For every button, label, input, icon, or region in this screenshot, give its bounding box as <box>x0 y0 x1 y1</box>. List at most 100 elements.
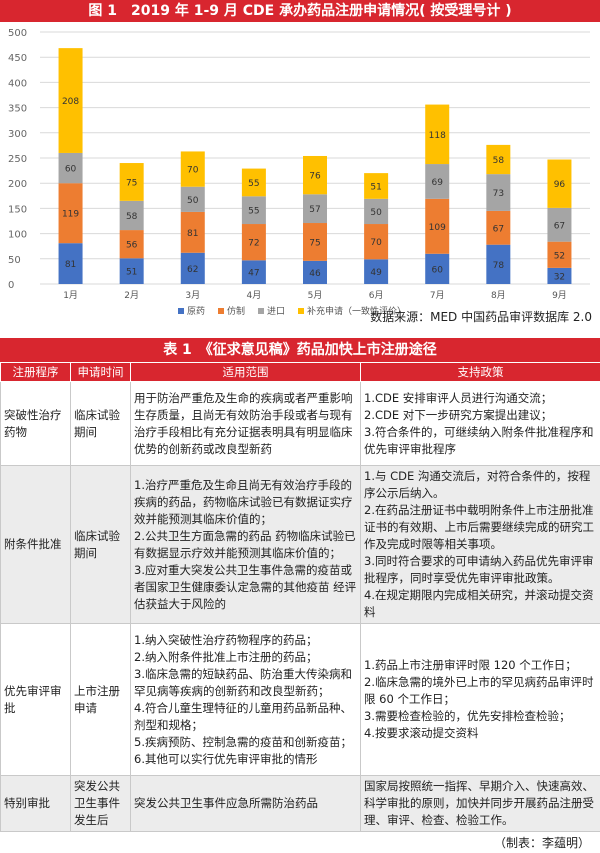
scope-line: 3.应对重大突发公共卫生事件急需的疫苗或者国家卫生健康委认定急需的其他疫苗 经评… <box>134 562 357 611</box>
data-label: 56 <box>126 241 138 251</box>
bar-segment <box>119 200 144 231</box>
x-tick-label: 5月 <box>308 290 323 301</box>
table-row: 特别审批 突发公共卫生事件发生后 突发公共卫生事件应急所需防治药品 国家局按照统一指挥… <box>0 775 600 832</box>
data-label: 73 <box>493 189 504 199</box>
data-label: 67 <box>493 224 504 234</box>
x-tick-label: 3月 <box>185 290 200 301</box>
policy-line: 4.按要求滚动提交资料 <box>364 726 479 740</box>
table-title: 表 1 《征求意见稿》药品加快上市注册途径 <box>0 338 600 362</box>
legend-swatch <box>258 308 264 314</box>
stacked-bar-chart: 0 50 100 150 200 250 300 350 400 450 500 81 119 60 208… <box>0 22 600 338</box>
policy-line: 1.药品上市注册审评时限 120 个工作日； <box>364 658 577 672</box>
x-tick-label: 8月 <box>491 290 506 301</box>
data-label: 50 <box>187 196 199 206</box>
bar-segment <box>58 152 83 184</box>
source-note: 数据来源：MED 中国药品审评数据库 2.0 <box>370 310 592 324</box>
cell-time: 临床试验期间 <box>70 465 131 624</box>
bar-segment <box>486 244 511 284</box>
figure-title: 图 1 2019 年 1-9 月 CDE 承办药品注册申请情况( 按受理号计 ) <box>0 0 600 22</box>
y-tick-label: 500 <box>8 28 27 39</box>
data-label: 81 <box>65 260 76 270</box>
table-row: 突破性治疗药物 临床试验期间 用于防治严重危及生命的疾病或者严重影响生存质量，且尚无… <box>0 381 600 466</box>
policy-line: 3.需要检查检验的，优先安排检查检验； <box>364 709 571 723</box>
legend-swatch <box>178 308 184 314</box>
x-tick-label: 1月 <box>63 290 78 301</box>
policy-line: 2.CDE 对下一步研究方案提出建议； <box>364 407 553 422</box>
bar-segment <box>364 259 389 284</box>
bar-segment <box>425 164 450 199</box>
bar-segment <box>547 267 572 284</box>
table-row: 优先审评审批 上市注册申请 1.纳入突破性治疗药物程序的药品； 2.纳入附条件批准上市… <box>0 623 600 776</box>
cell-program: 突破性治疗药物 <box>0 381 71 466</box>
y-tick-label: 250 <box>8 154 27 165</box>
table-row: 附条件批准 临床试验期间 1.治疗严重危及生命且尚无有效治疗手段的疾病的药品，药物临… <box>0 465 600 624</box>
legend-swatch <box>218 308 224 314</box>
bar-segment <box>303 194 327 224</box>
bar-segment <box>241 224 266 261</box>
cell-program: 附条件批准 <box>0 465 71 624</box>
scope-line: 3.临床急需的短缺药品、防治重大传染病和罕见病等疾病的创新药和改良型新药； <box>134 666 352 698</box>
cell-time: 上市注册申请 <box>70 623 131 776</box>
data-label: 67 <box>554 221 565 231</box>
y-tick-label: 200 <box>8 179 27 190</box>
y-tick-label: 150 <box>8 204 27 215</box>
data-label: 75 <box>309 238 320 248</box>
data-label: 70 <box>187 166 199 176</box>
cell-policy: 1.药品上市注册审评时限 120 个工作日； 2.临床急需的境外已上市的罕见病药品… <box>360 623 600 776</box>
cell-scope: 1.治疗严重危及生命且尚无有效治疗手段的疾病的药品，药物临床试验已有数据证实疗效… <box>130 465 361 624</box>
x-tick-label: 6月 <box>369 290 384 301</box>
bar-segment <box>58 183 83 244</box>
data-label: 60 <box>65 165 77 175</box>
header-time: 申请时间 <box>70 362 131 382</box>
legend-label: 原药 <box>187 306 205 317</box>
bar-segment <box>303 223 327 261</box>
data-label: 58 <box>493 156 505 166</box>
data-label: 60 <box>431 265 443 275</box>
cell-scope: 1.纳入突破性治疗药物程序的药品； 2.纳入附条件批准上市注册的药品； 3.临床急需… <box>130 623 361 776</box>
bar-segment <box>241 260 266 284</box>
bar-segment <box>486 210 511 245</box>
bar-segment <box>180 211 205 253</box>
x-tick-label: 9月 <box>552 290 567 301</box>
policy-line: 4.在规定期限内完成相关研究，并滚动提交资料 <box>364 588 594 619</box>
header-scope: 适用范围 <box>130 362 361 382</box>
data-label: 55 <box>248 179 259 189</box>
header-policy: 支持政策 <box>360 362 600 382</box>
y-tick-label: 0 <box>8 280 14 291</box>
cell-time: 突发公共卫生事件发生后 <box>70 775 131 832</box>
data-label: 46 <box>309 269 321 279</box>
bar-segment <box>547 159 572 208</box>
data-label: 81 <box>187 229 198 239</box>
scope-line: 2.纳入附条件批准上市注册的药品； <box>134 649 318 664</box>
bar-segment <box>180 151 205 187</box>
data-label: 119 <box>62 210 79 220</box>
y-tick-label: 400 <box>8 78 27 89</box>
scope-line: 6.其他可以实行优先审评审批的情形 <box>134 751 318 766</box>
legend-label: 进口 <box>267 306 285 317</box>
data-label: 55 <box>248 207 259 217</box>
bar-segment <box>364 173 389 199</box>
data-label: 75 <box>126 178 137 188</box>
cell-policy: 国家局按照统一指挥、早期介入、快速高效、科学审批的原则，加快并同步开展药品注册受… <box>360 775 600 832</box>
policy-line: 1.CDE 安排审评人员进行沟通交流； <box>364 390 553 405</box>
policy-line: 国家局按照统一指挥、早期介入、快速高效、科学审批的原则，加快并同步开展药品注册受… <box>364 779 594 827</box>
y-tick-label: 450 <box>8 53 27 64</box>
cell-scope: 用于防治严重危及生命的疾病或者严重影响生存质量，且尚无有效防治手段或者与现有治疗… <box>130 381 361 466</box>
cell-scope: 突发公共卫生事件应急所需防治药品 <box>130 775 361 832</box>
bar-segment <box>180 186 205 212</box>
legend-label: 仿制 <box>227 305 245 317</box>
data-label: 208 <box>62 97 79 107</box>
bar-segment <box>486 144 511 175</box>
legend-swatch <box>298 308 304 314</box>
data-label: 47 <box>248 269 259 279</box>
data-label: 96 <box>554 180 566 190</box>
header-program: 注册程序 <box>0 362 71 382</box>
bar-segment <box>425 104 450 165</box>
x-tick-label: 2月 <box>124 290 139 301</box>
legend-label: 补充申请（一致性评价） <box>307 305 406 317</box>
bar-segment <box>364 224 389 260</box>
y-tick-label: 300 <box>8 129 27 140</box>
policy-line: 3.同时符合要求的可申请纳入药品优先审评审批程序，同时享受优先审评审批政策。 <box>364 554 594 585</box>
bar-segment <box>425 253 450 284</box>
